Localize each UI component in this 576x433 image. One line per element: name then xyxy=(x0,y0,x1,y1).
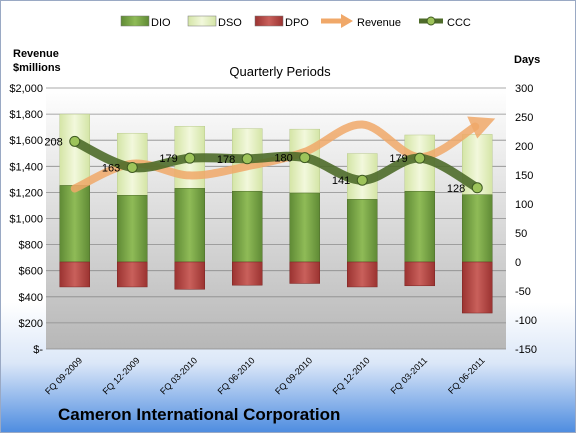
ccc-data-label: 179 xyxy=(159,153,177,165)
left-tick-label: $400 xyxy=(19,292,43,304)
bar-dio xyxy=(347,199,378,263)
revenue-arrowhead xyxy=(467,116,496,139)
x-tick-label: FQ 03-2010 xyxy=(158,355,199,396)
left-tick-label: $2,000 xyxy=(9,83,43,95)
x-tick-label: FQ 06-2010 xyxy=(216,355,257,396)
ccc-point xyxy=(69,135,81,147)
bar-dio xyxy=(59,185,90,263)
left-tick-label: $1,000 xyxy=(9,214,43,226)
legend-swatch-dso xyxy=(187,15,217,27)
ccc-point xyxy=(414,152,426,164)
legend-arrowhead xyxy=(341,14,353,28)
right-tick-label: 150 xyxy=(515,170,533,182)
bar-dio xyxy=(289,192,320,263)
left-tick-label: $1,200 xyxy=(9,187,43,199)
ccc-data-label: 178 xyxy=(217,154,235,166)
right-tick-label: 250 xyxy=(515,112,533,124)
left-tick-label: $- xyxy=(33,344,43,356)
left-tick-label: $1,800 xyxy=(9,109,43,121)
bar-dpo xyxy=(347,261,378,288)
right-tick-label: 300 xyxy=(515,83,533,95)
legend-label-dso: DSO xyxy=(218,17,242,29)
bar-dio xyxy=(117,195,148,263)
right-tick-label: 100 xyxy=(515,199,533,211)
legend-ccc-marker xyxy=(426,16,436,26)
right-tick-label: -50 xyxy=(515,286,531,298)
ccc-data-label: 141 xyxy=(332,175,350,187)
ccc-data-label: 180 xyxy=(274,153,292,165)
bar-dpo xyxy=(289,261,320,284)
ccc-data-label: 208 xyxy=(44,136,62,148)
ccc-data-label: 163 xyxy=(102,162,120,174)
x-tick-label: FQ 03-2011 xyxy=(389,355,430,396)
left-axis-label: Revenue xyxy=(13,48,59,60)
left-tick-label: $200 xyxy=(19,318,43,330)
ccc-point xyxy=(299,152,311,164)
bar-dio xyxy=(174,188,205,263)
right-tick-label: -150 xyxy=(515,344,537,356)
left-tick-label: $1,600 xyxy=(9,135,43,147)
ccc-point xyxy=(471,182,483,194)
right-tick-label: 0 xyxy=(515,257,521,269)
legend-label-dio: DIO xyxy=(151,17,171,29)
right-tick-label: 50 xyxy=(515,228,527,240)
bar-dpo xyxy=(462,261,493,314)
bar-dio xyxy=(232,190,263,263)
legend-label-revenue: Revenue xyxy=(357,17,401,29)
right-tick-label: -100 xyxy=(515,315,537,327)
bar-dpo xyxy=(404,261,435,287)
legend-label-dpo: DPO xyxy=(285,17,309,29)
x-tick-label: FQ 12-2010 xyxy=(331,355,372,396)
legend-swatch-dio xyxy=(120,15,150,27)
ccc-data-label: 128 xyxy=(447,183,465,195)
bar-dio xyxy=(404,190,435,263)
x-tick-label: FQ 09-2009 xyxy=(43,355,84,396)
ccc-point xyxy=(184,152,196,164)
left-axis-label: $millions xyxy=(13,62,61,74)
ccc-point xyxy=(356,174,368,186)
bar-dpo xyxy=(232,261,263,286)
x-tick-label: FQ 09-2010 xyxy=(273,355,314,396)
bar-dio xyxy=(462,194,493,263)
ccc-point xyxy=(241,153,253,165)
legend-swatch-dpo xyxy=(254,15,284,27)
ccc-point xyxy=(126,161,138,173)
legend-label-ccc: CCC xyxy=(447,17,471,29)
left-tick-label: $600 xyxy=(19,266,43,278)
x-tick-label: FQ 12-2009 xyxy=(101,355,142,396)
right-tick-label: 200 xyxy=(515,141,533,153)
left-tick-label: $1,400 xyxy=(9,161,43,173)
ccc-data-label: 179 xyxy=(389,153,407,165)
bar-dpo xyxy=(59,261,90,288)
chart-title: Quarterly Periods xyxy=(229,64,331,79)
bar-dpo xyxy=(174,261,205,290)
x-tick-label: FQ 06-2011 xyxy=(446,355,487,396)
bar-dpo xyxy=(117,261,148,288)
left-tick-label: $800 xyxy=(19,240,43,252)
right-axis-label: Days xyxy=(514,54,540,66)
company-name: Cameron International Corporation xyxy=(58,405,341,424)
